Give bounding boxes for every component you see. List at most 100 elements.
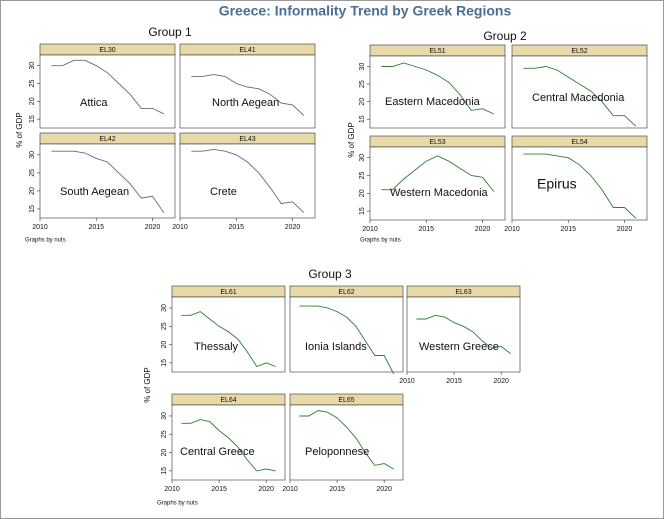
group-title: Group 1 xyxy=(148,25,192,39)
plot-area xyxy=(406,296,521,373)
panel-label: EL64 xyxy=(220,397,236,404)
panel-label: EL30 xyxy=(99,47,115,54)
group-title: Group 2 xyxy=(483,29,527,43)
y-tick-label: 25 xyxy=(29,79,36,87)
trend-line xyxy=(181,311,276,368)
panel-label: EL42 xyxy=(99,136,115,143)
x-tick-label: 2020 xyxy=(617,226,633,233)
x-tick-label: 2015 xyxy=(211,486,227,493)
panel-label: EL53 xyxy=(429,139,445,146)
x-tick-label: 2020 xyxy=(376,486,392,493)
region-name: Eastern Macedonia xyxy=(385,96,481,108)
x-tick-label: 2010 xyxy=(32,224,48,231)
note: Graphs by nuts xyxy=(157,501,198,507)
note: Graphs by nuts xyxy=(360,238,401,244)
panel-label: EL62 xyxy=(338,289,354,296)
region-name: Attica xyxy=(80,97,108,109)
y-tick-label: 20 xyxy=(29,187,36,195)
y-tick-label: 20 xyxy=(29,97,36,105)
x-tick-label: 2020 xyxy=(285,224,301,231)
y-tick-label: 30 xyxy=(29,62,36,70)
plot-area xyxy=(369,55,506,129)
region-name: Crete xyxy=(210,186,237,198)
plot-area xyxy=(369,146,506,221)
y-tick-label: 20 xyxy=(359,98,366,106)
trend-line xyxy=(51,150,165,213)
y-tick-label: 25 xyxy=(161,322,168,330)
x-tick-label: 2010 xyxy=(399,378,415,385)
trend-line xyxy=(381,62,494,115)
x-tick-label: 2015 xyxy=(329,486,345,493)
region-name: South Aegean xyxy=(60,186,129,198)
note: Graphs by nuts xyxy=(25,238,66,244)
trend-line xyxy=(416,314,511,355)
y-tick-label: 25 xyxy=(29,169,36,177)
region-name: Central Macedonia xyxy=(532,92,625,104)
x-tick-label: 2020 xyxy=(493,378,509,385)
y-tick-label: 20 xyxy=(161,449,168,457)
region-name: Central Greece xyxy=(180,446,255,458)
trend-line xyxy=(381,155,495,192)
x-tick-label: 2015 xyxy=(560,226,576,233)
x-tick-label: 2020 xyxy=(145,224,161,231)
trend-line xyxy=(191,148,305,213)
x-tick-label: 2010 xyxy=(164,486,180,493)
region-name: Western Macedonia xyxy=(390,187,489,199)
y-tick-label: 30 xyxy=(161,412,168,420)
y-tick-label: 30 xyxy=(161,304,168,312)
y-axis-label: % of GDP xyxy=(347,122,356,158)
plot-area xyxy=(179,143,316,219)
panel-label: EL61 xyxy=(220,289,236,296)
x-tick-label: 2015 xyxy=(446,378,462,385)
y-tick-label: 30 xyxy=(359,63,366,71)
x-tick-label: 2020 xyxy=(475,226,491,233)
y-tick-label: 25 xyxy=(359,80,366,88)
y-tick-label: 25 xyxy=(161,430,168,438)
x-tick-label: 2015 xyxy=(228,224,244,231)
y-axis-label: % of GDP xyxy=(15,112,24,148)
region-name: North Aegean xyxy=(212,97,279,109)
y-tick-label: 15 xyxy=(359,115,366,123)
y-tick-label: 30 xyxy=(359,154,366,162)
y-tick-label: 25 xyxy=(359,171,366,179)
page-title: Greece: Informality Trend by Greek Regio… xyxy=(219,3,512,19)
y-axis-label: % of GDP xyxy=(143,367,152,403)
y-tick-label: 15 xyxy=(29,205,36,213)
trend-line xyxy=(51,59,164,115)
panel-label: EL63 xyxy=(455,289,471,296)
region-name: Epirus xyxy=(537,176,577,192)
region-name: Ionia Islands xyxy=(305,341,367,353)
trend-line xyxy=(523,153,637,219)
plot-area xyxy=(179,54,316,129)
y-tick-label: 15 xyxy=(161,359,168,367)
plot-area xyxy=(289,404,404,481)
y-tick-label: 20 xyxy=(161,341,168,349)
y-tick-label: 30 xyxy=(29,151,36,159)
x-tick-label: 2010 xyxy=(172,224,188,231)
y-tick-label: 15 xyxy=(161,467,168,475)
trend-line xyxy=(299,410,394,470)
panel-label: EL51 xyxy=(429,48,445,55)
region-name: Thessaly xyxy=(194,341,239,353)
x-tick-label: 2015 xyxy=(418,226,434,233)
plot-area xyxy=(39,54,176,129)
plot-area xyxy=(171,296,286,373)
plot-area xyxy=(289,296,404,373)
panel-label: EL43 xyxy=(239,136,255,143)
x-tick-label: 2015 xyxy=(88,224,104,231)
trend-line xyxy=(191,74,305,116)
trend-line xyxy=(299,305,395,375)
panel-label: EL52 xyxy=(571,48,587,55)
x-tick-label: 2020 xyxy=(258,486,274,493)
trend-line xyxy=(181,419,276,472)
group-title: Group 3 xyxy=(308,267,352,281)
y-tick-label: 15 xyxy=(29,115,36,123)
x-tick-label: 2010 xyxy=(282,486,298,493)
panel-label: EL41 xyxy=(239,47,255,54)
trend-line xyxy=(523,66,637,127)
panel-label: EL54 xyxy=(571,139,587,146)
plot-area xyxy=(39,143,176,219)
region-name: Western Greece xyxy=(419,341,499,353)
y-tick-label: 20 xyxy=(359,189,366,197)
